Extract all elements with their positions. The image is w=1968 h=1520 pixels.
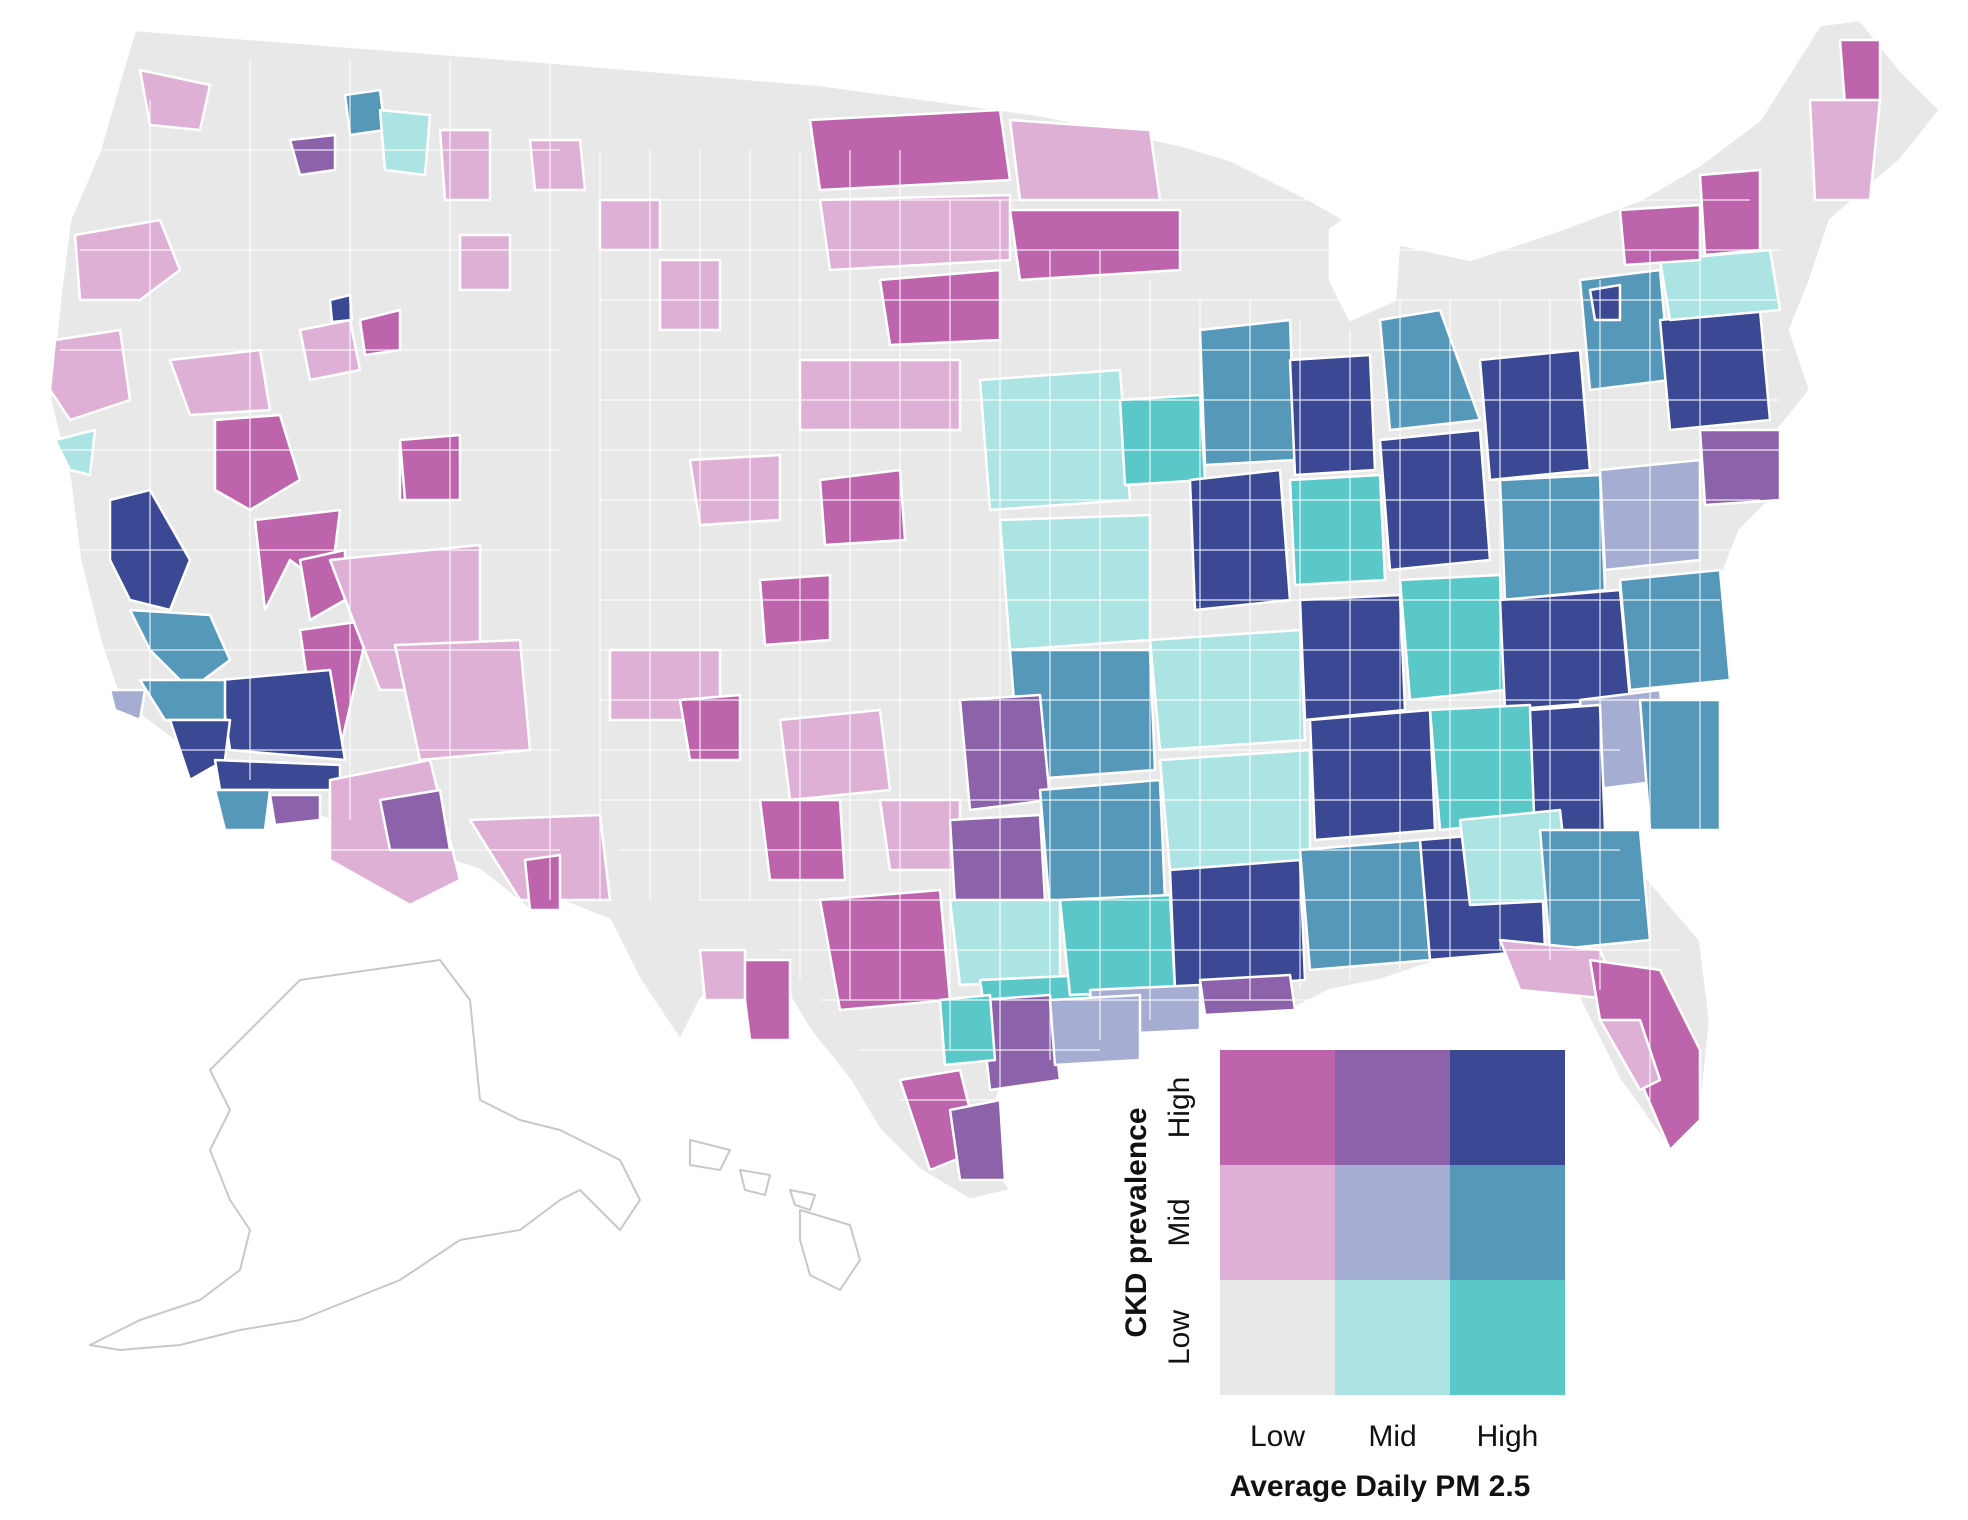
- legend-cell: [1450, 1280, 1565, 1395]
- x-axis-title: Average Daily PM 2.5: [1229, 1470, 1531, 1503]
- legend-cell: [1220, 1050, 1335, 1165]
- legend-cell: [1220, 1165, 1335, 1280]
- y-tick-group: High Mid Low: [1160, 1050, 1210, 1395]
- x-tick-high: High: [1476, 1420, 1539, 1453]
- legend-cell: [1450, 1165, 1565, 1280]
- bivariate-legend: High Mid Low CKD prevalence Low Mid High…: [1100, 1050, 1580, 1520]
- x-tick-low: Low: [1249, 1420, 1306, 1453]
- y-tick-high: High: [1163, 1076, 1196, 1139]
- legend-cell: [1335, 1280, 1450, 1395]
- legend-cell: [1335, 1050, 1450, 1165]
- county-lines: [60, 60, 1780, 1101]
- legend-cell: [1335, 1165, 1450, 1280]
- legend-cell: [1450, 1050, 1565, 1165]
- legend-cell: [1220, 1280, 1335, 1395]
- x-tick-mid: Mid: [1368, 1420, 1417, 1453]
- legend-grid: [1220, 1050, 1565, 1395]
- y-tick-low: Low: [1163, 1309, 1196, 1366]
- y-axis-title: CKD prevalence: [1120, 1107, 1153, 1338]
- hawaii-outline: [689, 1139, 731, 1171]
- y-tick-mid: Mid: [1163, 1198, 1196, 1247]
- x-tick-group: Low Mid High: [1220, 1420, 1565, 1460]
- alaska-outline: [89, 959, 641, 1351]
